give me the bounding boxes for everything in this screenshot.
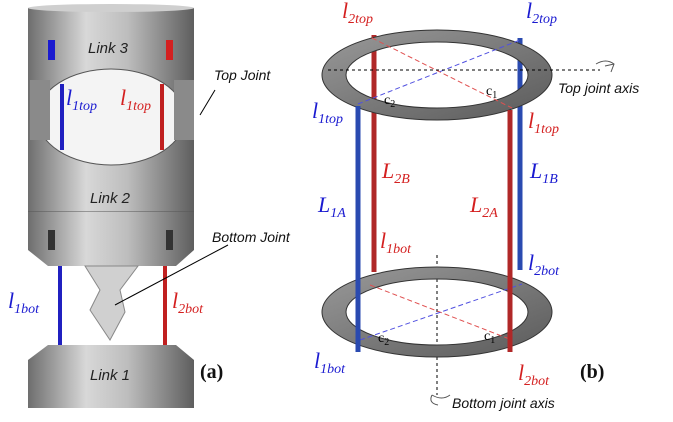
- label-part: 2: [384, 337, 389, 348]
- right-hinge: [174, 80, 194, 140]
- panel-b: l2top l2top l1top l1top c2 c1 Top joint …: [312, 0, 639, 411]
- top-face: [28, 4, 194, 12]
- label-part: L: [317, 192, 330, 217]
- center-label: c2: [384, 93, 395, 110]
- label-part: 2B: [394, 172, 410, 187]
- bottom-joint: [85, 266, 138, 340]
- axis-label: Bottom joint axis: [452, 395, 555, 411]
- label-part: 2bot: [524, 374, 550, 389]
- slot: [48, 40, 55, 60]
- cable-label: l1top: [528, 108, 559, 137]
- cable-label: l2bot: [518, 360, 550, 389]
- panel-label: (b): [580, 361, 604, 383]
- cable-label: L1A: [317, 192, 346, 221]
- rotation-icon: [431, 395, 450, 405]
- label-part: 1bot: [386, 242, 412, 257]
- cable-label: l2bot: [528, 250, 560, 279]
- cable-label: L1B: [529, 158, 558, 187]
- cable-label: l2top: [342, 0, 373, 27]
- link-label: Link 1: [90, 367, 130, 384]
- label-part: 1top: [126, 99, 151, 114]
- link-label: Link 3: [88, 40, 129, 57]
- annotation: Bottom Joint: [212, 229, 291, 245]
- label-part: 2bot: [534, 264, 560, 279]
- label-part: 2top: [348, 12, 373, 27]
- cable-label: l2bot: [172, 288, 204, 317]
- cable-label: l1bot: [8, 288, 40, 317]
- center-label: c1: [486, 84, 497, 101]
- label-part: 1bot: [14, 302, 40, 317]
- slot: [166, 230, 173, 250]
- panel-a: Link 3 Top Joint l1top l1top Link 2 Bott…: [8, 4, 291, 408]
- cable-label: l1bot: [380, 228, 412, 257]
- label-part: 1bot: [320, 362, 346, 377]
- label-part: 1: [490, 335, 495, 346]
- slot: [166, 40, 173, 60]
- center-label: c2: [378, 331, 389, 348]
- cable-label: L2B: [381, 158, 410, 187]
- arrow: [200, 90, 215, 115]
- slot: [48, 230, 55, 250]
- label-part: 1: [492, 90, 497, 101]
- center-label: c1: [484, 329, 495, 346]
- annotation: Top Joint: [214, 67, 271, 83]
- diagonal: [370, 285, 512, 340]
- label-part: 2A: [482, 206, 498, 221]
- label-part: 1top: [318, 112, 343, 127]
- label-part: L: [529, 158, 542, 183]
- cable-label: l1bot: [314, 348, 346, 377]
- label-part: 2top: [532, 12, 557, 27]
- label-part: 1B: [542, 172, 558, 187]
- axis-label: Top joint axis: [558, 80, 639, 96]
- left-hinge: [30, 80, 50, 140]
- label-part: 2: [390, 99, 395, 110]
- cable-label: l1top: [312, 98, 343, 127]
- label-part: 1top: [534, 122, 559, 137]
- link-label: Link 2: [90, 190, 131, 207]
- cable-label: l2top: [526, 0, 557, 27]
- panel-label: (a): [200, 361, 223, 383]
- label-part: 1top: [72, 99, 97, 114]
- cable-label: L2A: [469, 192, 498, 221]
- label-part: L: [469, 192, 482, 217]
- label-part: 2bot: [178, 302, 204, 317]
- label-part: 1A: [330, 206, 346, 221]
- figure: Link 3 Top Joint l1top l1top Link 2 Bott…: [0, 0, 673, 422]
- label-part: L: [381, 158, 394, 183]
